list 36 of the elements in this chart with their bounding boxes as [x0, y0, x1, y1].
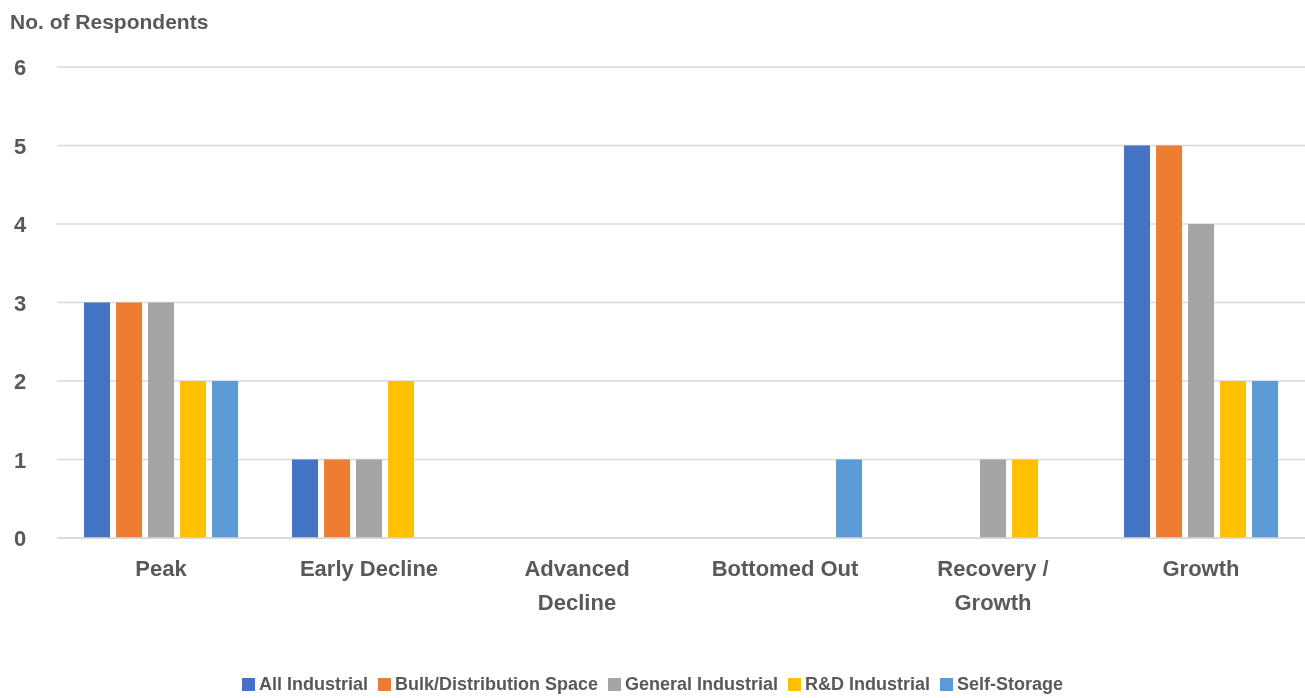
bar	[148, 302, 175, 538]
bar	[1124, 145, 1151, 538]
bar	[388, 381, 415, 538]
legend-label: Self-Storage	[957, 673, 1064, 695]
x-tick-label: Early Decline	[299, 556, 439, 581]
bar	[1252, 381, 1279, 538]
legend-label: R&D Industrial	[805, 673, 931, 695]
y-tick-label: 2	[13, 368, 27, 394]
bar	[212, 381, 239, 538]
bar	[1012, 459, 1039, 538]
legend-label: All Industrial	[258, 673, 368, 695]
x-tick-label: Peak	[135, 556, 188, 581]
bar	[980, 459, 1007, 538]
bar	[356, 459, 383, 538]
y-axis-title: No. of Respondents	[10, 9, 209, 35]
bar	[1220, 381, 1247, 538]
bar	[116, 302, 143, 538]
x-tick-label: Growth	[1162, 556, 1240, 581]
bar	[836, 459, 863, 538]
bar	[324, 459, 351, 538]
y-tick-label: 4	[13, 211, 27, 237]
bar	[292, 459, 319, 538]
y-tick-label: 0	[13, 525, 27, 551]
bar	[180, 381, 207, 538]
y-tick-label: 1	[13, 447, 27, 472]
x-tick-label: Bottomed Out	[711, 556, 859, 581]
y-tick-label: 5	[13, 133, 27, 158]
y-tick-label: 6	[13, 54, 27, 80]
bar	[1188, 224, 1215, 538]
legend-label: Bulk/Distribution Space	[394, 673, 598, 695]
x-tick-label: Advanced Decline	[524, 556, 630, 615]
y-tick-label: 3	[13, 290, 27, 315]
bar	[84, 302, 111, 538]
x-tick-label: Recovery / Growth	[937, 556, 1049, 615]
bar	[1156, 145, 1183, 538]
legend-label: General Industrial	[624, 673, 779, 695]
